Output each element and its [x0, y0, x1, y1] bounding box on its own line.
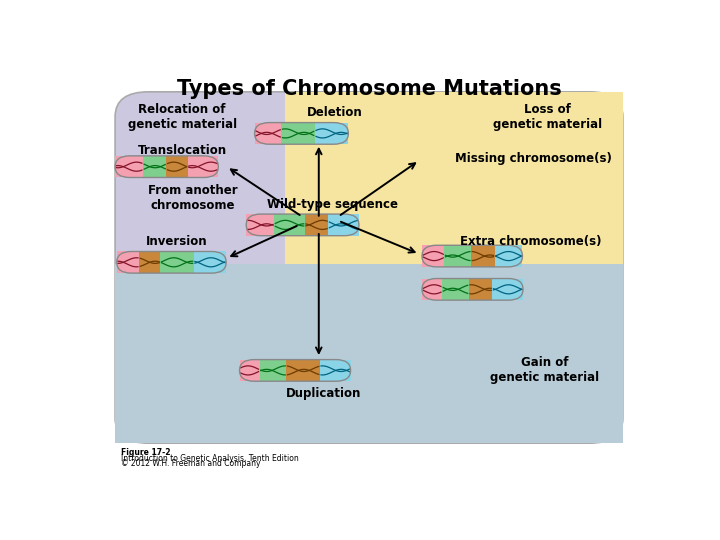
- FancyBboxPatch shape: [492, 279, 523, 300]
- FancyBboxPatch shape: [143, 156, 166, 178]
- Text: From another
chromosome: From another chromosome: [148, 184, 238, 212]
- Text: Gain of
genetic material: Gain of genetic material: [490, 356, 599, 384]
- FancyBboxPatch shape: [166, 156, 188, 178]
- FancyBboxPatch shape: [287, 360, 320, 381]
- Polygon shape: [285, 92, 623, 265]
- FancyBboxPatch shape: [328, 214, 359, 235]
- FancyBboxPatch shape: [117, 252, 139, 273]
- Text: Inversion: Inversion: [145, 235, 207, 248]
- Text: Loss of
genetic material: Loss of genetic material: [493, 103, 602, 131]
- FancyBboxPatch shape: [471, 245, 495, 267]
- FancyBboxPatch shape: [255, 123, 282, 144]
- FancyBboxPatch shape: [161, 252, 194, 273]
- FancyBboxPatch shape: [240, 360, 260, 381]
- Text: Duplication: Duplication: [286, 387, 361, 400]
- Text: Types of Chromosome Mutations: Types of Chromosome Mutations: [176, 79, 562, 99]
- FancyBboxPatch shape: [246, 214, 274, 235]
- FancyBboxPatch shape: [422, 245, 444, 267]
- FancyBboxPatch shape: [139, 252, 161, 273]
- FancyBboxPatch shape: [320, 360, 351, 381]
- FancyBboxPatch shape: [188, 156, 218, 178]
- Text: Extra chromosome(s): Extra chromosome(s): [460, 235, 602, 248]
- FancyBboxPatch shape: [442, 279, 469, 300]
- FancyBboxPatch shape: [282, 123, 315, 144]
- Text: Figure 17-2: Figure 17-2: [121, 448, 170, 457]
- FancyBboxPatch shape: [115, 92, 623, 443]
- FancyBboxPatch shape: [115, 156, 143, 178]
- FancyBboxPatch shape: [444, 245, 471, 267]
- FancyBboxPatch shape: [495, 245, 523, 267]
- FancyBboxPatch shape: [305, 214, 328, 235]
- FancyBboxPatch shape: [260, 360, 287, 381]
- Text: Translocation: Translocation: [138, 144, 227, 157]
- Text: Relocation of
genetic material: Relocation of genetic material: [127, 103, 237, 131]
- FancyBboxPatch shape: [469, 279, 492, 300]
- Text: Introduction to Genetic Analysis, Tenth Edition: Introduction to Genetic Analysis, Tenth …: [121, 454, 299, 463]
- FancyBboxPatch shape: [315, 123, 348, 144]
- Polygon shape: [115, 265, 623, 443]
- Text: Wild-type sequence: Wild-type sequence: [267, 198, 398, 211]
- FancyBboxPatch shape: [194, 252, 226, 273]
- FancyBboxPatch shape: [274, 214, 305, 235]
- Text: © 2012 W.H. Freeman and Company: © 2012 W.H. Freeman and Company: [121, 460, 260, 469]
- FancyBboxPatch shape: [422, 279, 442, 300]
- Text: Deletion: Deletion: [307, 106, 362, 119]
- Text: Missing chromosome(s): Missing chromosome(s): [455, 152, 612, 165]
